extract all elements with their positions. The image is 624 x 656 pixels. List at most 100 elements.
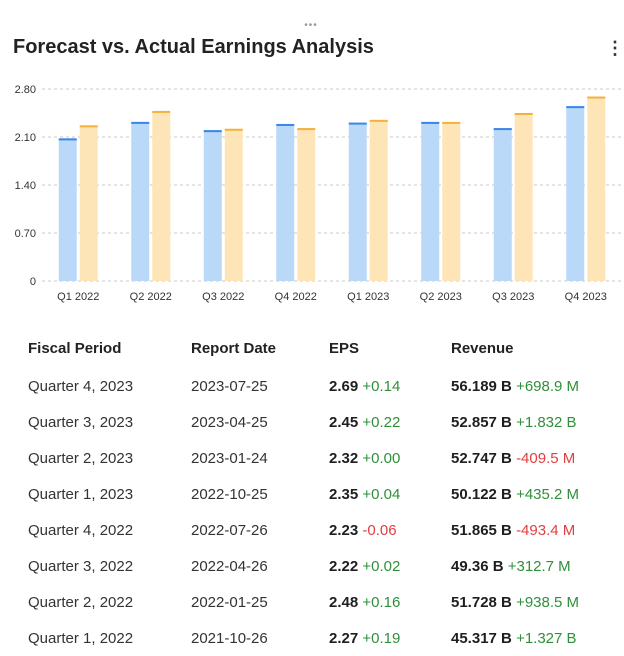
forecast-bar-cap bbox=[276, 123, 295, 126]
actual-bar-cap bbox=[369, 119, 388, 122]
revenue-cell: 51.728 B +938.5 M bbox=[451, 594, 618, 611]
x-tick-label: Q4 2023 bbox=[565, 291, 607, 303]
eps-delta: +0.14 bbox=[362, 377, 401, 395]
revenue-value: 49.36 B bbox=[451, 557, 504, 575]
revenue-cell: 52.857 B +1.832 B bbox=[451, 414, 618, 431]
actual-bar-cap bbox=[224, 128, 243, 131]
eps-delta: -0.06 bbox=[362, 521, 397, 539]
report-date-cell: 2022-10-25 bbox=[191, 485, 268, 503]
revenue-value: 45.317 B bbox=[451, 629, 512, 647]
header-report-date: Report Date bbox=[191, 339, 277, 357]
fiscal-period-cell: Quarter 2, 2023 bbox=[28, 449, 134, 467]
x-tick-label: Q3 2023 bbox=[492, 291, 534, 303]
header-eps: EPS bbox=[329, 339, 360, 357]
drag-handle-icon[interactable]: ••• bbox=[304, 20, 318, 31]
forecast-bar bbox=[131, 121, 150, 281]
x-tick-label: Q4 2022 bbox=[275, 291, 317, 303]
report-date-cell: 2022-04-26 bbox=[191, 557, 268, 575]
eps-delta: +0.19 bbox=[362, 629, 401, 647]
more-options-icon[interactable]: ⋮ bbox=[606, 38, 624, 58]
eps-value: 2.27 bbox=[329, 629, 359, 647]
forecast-bar-cap bbox=[203, 130, 222, 133]
report-date-cell: 2022-07-26 bbox=[191, 521, 268, 539]
eps-delta: +0.00 bbox=[362, 449, 401, 467]
table-row: Quarter 3, 2022 2022-04-26 2.22 +0.02 49.36… bbox=[28, 548, 618, 584]
revenue-delta: +698.9 M bbox=[516, 377, 580, 395]
forecast-bar bbox=[203, 130, 222, 281]
fiscal-period-cell: Quarter 2, 2022 bbox=[28, 593, 134, 611]
forecast-bar-cap bbox=[493, 128, 512, 131]
x-tick-label: Q2 2023 bbox=[420, 291, 462, 303]
actual-bar bbox=[79, 125, 98, 281]
table-row: Quarter 4, 2023 2023-07-25 2.69 +0.14 56.18… bbox=[28, 368, 618, 404]
actual-bar bbox=[369, 119, 388, 281]
table-row: Quarter 1, 2023 2022-10-25 2.35 +0.04 50.12… bbox=[28, 476, 618, 512]
eps-cell: 2.23 -0.06 bbox=[329, 522, 451, 539]
table-row: Quarter 1, 2022 2021-10-26 2.27 +0.19 45.31… bbox=[28, 620, 618, 656]
actual-bar-cap bbox=[587, 96, 606, 99]
fiscal-period-cell: Quarter 1, 2023 bbox=[28, 485, 134, 503]
revenue-delta: -409.5 M bbox=[516, 449, 576, 467]
revenue-value: 52.747 B bbox=[451, 449, 512, 467]
eps-value: 2.48 bbox=[329, 593, 359, 611]
eps-value: 2.69 bbox=[329, 377, 359, 395]
fiscal-period-cell: Quarter 3, 2023 bbox=[28, 413, 134, 431]
report-date-cell: 2023-04-25 bbox=[191, 413, 268, 431]
revenue-cell: 45.317 B +1.327 B bbox=[451, 630, 618, 647]
eps-cell: 2.69 +0.14 bbox=[329, 378, 451, 395]
report-date-cell: 2023-01-24 bbox=[191, 449, 268, 467]
eps-delta: +0.22 bbox=[362, 413, 401, 431]
eps-delta: +0.04 bbox=[362, 485, 401, 503]
eps-value: 2.23 bbox=[329, 521, 359, 539]
actual-bar-cap bbox=[442, 121, 461, 124]
eps-cell: 2.27 +0.19 bbox=[329, 630, 451, 647]
actual-bar bbox=[514, 113, 533, 281]
actual-bar bbox=[297, 128, 316, 281]
revenue-cell: 50.122 B +435.2 M bbox=[451, 486, 618, 503]
table-row: Quarter 3, 2023 2023-04-25 2.45 +0.22 52.85… bbox=[28, 404, 618, 440]
revenue-delta: -493.4 M bbox=[516, 521, 576, 539]
eps-cell: 2.48 +0.16 bbox=[329, 594, 451, 611]
actual-bar bbox=[587, 96, 606, 282]
actual-bar bbox=[224, 128, 243, 281]
revenue-delta: +1.832 B bbox=[516, 413, 577, 431]
header-fiscal-period: Fiscal Period bbox=[28, 339, 122, 357]
x-tick-label: Q1 2023 bbox=[347, 291, 389, 303]
forecast-bar-cap bbox=[421, 121, 440, 124]
x-tick-label: Q3 2022 bbox=[202, 291, 244, 303]
table-row: Quarter 2, 2023 2023-01-24 2.32 +0.00 52.74… bbox=[28, 440, 618, 476]
forecast-bar bbox=[58, 138, 77, 281]
eps-value: 2.22 bbox=[329, 557, 359, 575]
revenue-value: 51.865 B bbox=[451, 521, 512, 539]
forecast-bar bbox=[348, 122, 367, 281]
table-row: Quarter 2, 2022 2022-01-25 2.48 +0.16 51.72… bbox=[28, 584, 618, 620]
revenue-value: 56.189 B bbox=[451, 377, 512, 395]
revenue-value: 52.857 B bbox=[451, 413, 512, 431]
forecast-bar-cap bbox=[348, 122, 367, 125]
revenue-value: 50.122 B bbox=[451, 485, 512, 503]
forecast-bar-cap bbox=[58, 138, 77, 141]
actual-bar bbox=[152, 110, 171, 281]
forecast-bar-cap bbox=[131, 121, 150, 124]
y-tick-label: 0.70 bbox=[15, 228, 36, 240]
table-header-row: Fiscal Period Report Date EPS Revenue bbox=[28, 338, 618, 358]
y-tick-label: 2.80 bbox=[15, 84, 36, 96]
revenue-cell: 52.747 B -409.5 M bbox=[451, 450, 618, 467]
eps-cell: 2.22 +0.02 bbox=[329, 558, 451, 575]
fiscal-period-cell: Quarter 4, 2022 bbox=[28, 521, 134, 539]
forecast-bar bbox=[276, 123, 295, 281]
revenue-delta: +938.5 M bbox=[516, 593, 580, 611]
revenue-cell: 49.36 B +312.7 M bbox=[451, 558, 618, 575]
eps-value: 2.35 bbox=[329, 485, 359, 503]
y-tick-label: 1.40 bbox=[15, 180, 36, 192]
revenue-delta: +312.7 M bbox=[507, 557, 571, 575]
forecast-bar-cap bbox=[566, 106, 585, 109]
y-tick-label: 0 bbox=[30, 276, 36, 288]
fiscal-period-cell: Quarter 4, 2023 bbox=[28, 377, 134, 395]
actual-bar-cap bbox=[152, 110, 171, 113]
report-date-cell: 2021-10-26 bbox=[191, 629, 268, 647]
fiscal-period-cell: Quarter 1, 2022 bbox=[28, 629, 134, 647]
y-tick-label: 2.10 bbox=[15, 132, 36, 144]
revenue-cell: 56.189 B +698.9 M bbox=[451, 378, 618, 395]
eps-delta: +0.16 bbox=[362, 593, 401, 611]
